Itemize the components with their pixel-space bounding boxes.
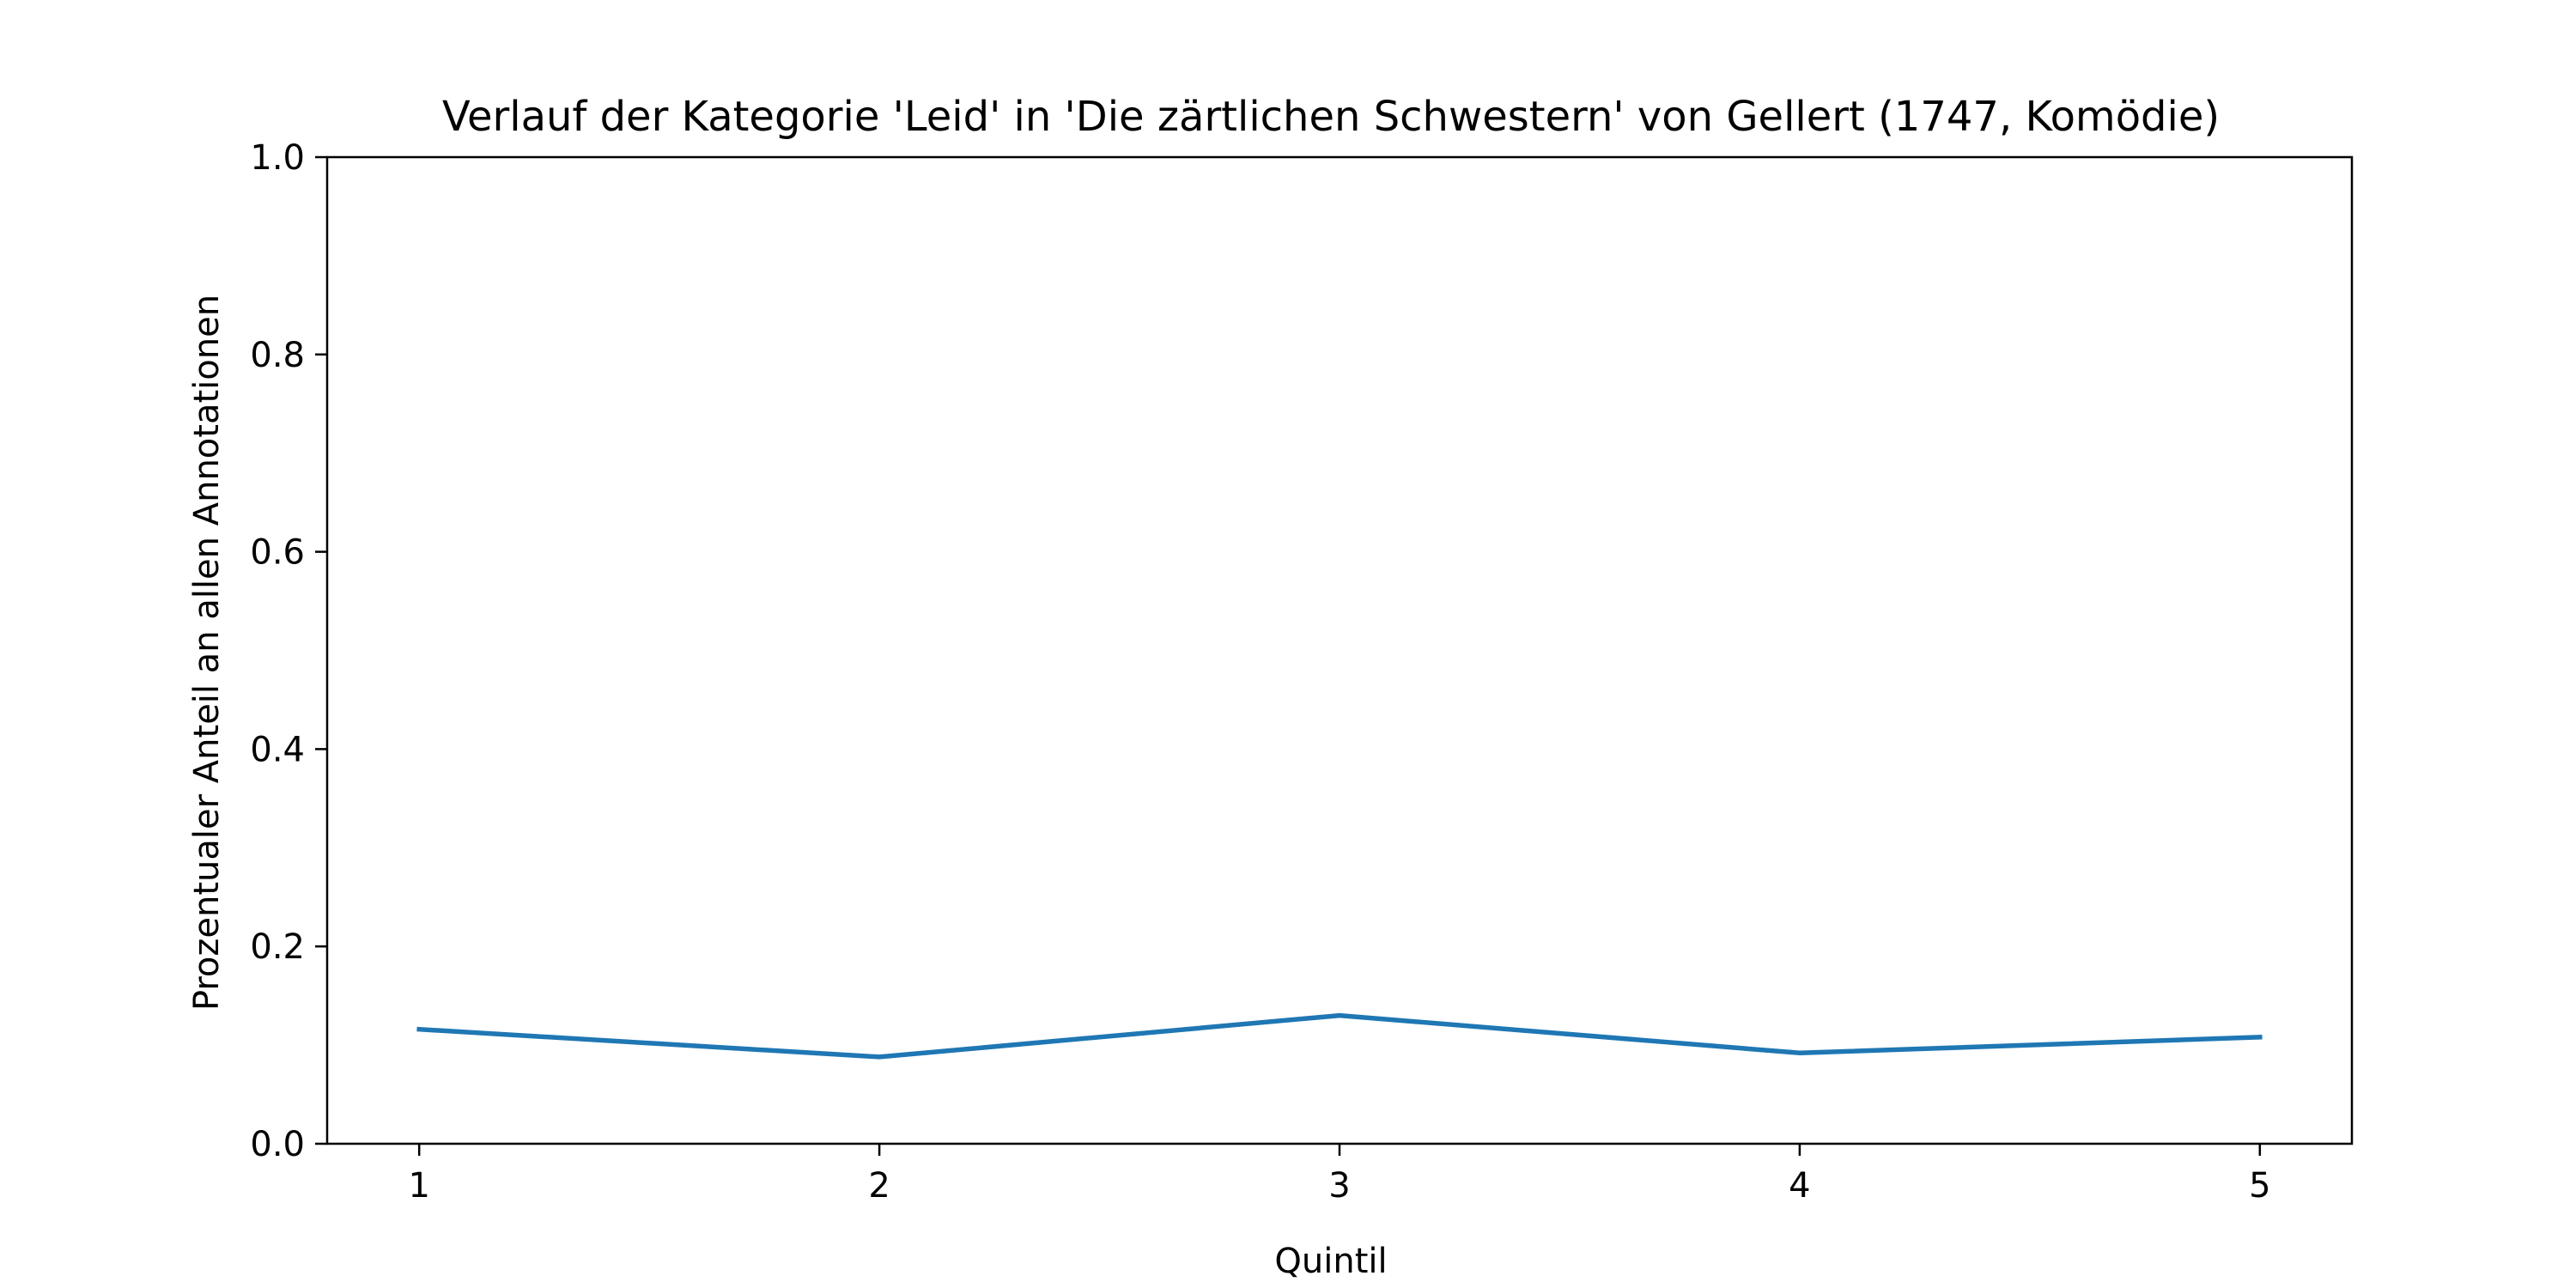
y-tick-label: 0.4 [250, 730, 305, 769]
x-axis-label: Quintil [1274, 1242, 1387, 1281]
chart-title: Verlauf der Kategorie 'Leid' in 'Die zär… [442, 93, 2220, 141]
y-axis-ticks: 0.0 0.2 0.4 0.6 0.8 1.0 [250, 138, 327, 1164]
x-tick-label: 4 [1789, 1166, 1810, 1206]
y-tick-label: 0.0 [250, 1125, 305, 1164]
x-tick-label: 5 [2249, 1166, 2270, 1206]
x-tick-label: 3 [1328, 1166, 1350, 1206]
y-tick-label: 0.8 [250, 336, 305, 375]
y-tick-label: 0.2 [250, 927, 305, 967]
data-line [416, 1012, 2263, 1060]
x-axis-ticks: 1 2 3 4 5 [408, 1144, 2271, 1206]
x-tick-label: 1 [408, 1166, 429, 1206]
y-axis-label: Prozentualer Anteil an allen Annotatione… [187, 295, 227, 1011]
x-tick-label: 2 [868, 1166, 890, 1206]
y-tick-label: 1.0 [250, 138, 305, 178]
y-tick-label: 0.6 [250, 533, 305, 573]
data-line-group [416, 1012, 2263, 1060]
